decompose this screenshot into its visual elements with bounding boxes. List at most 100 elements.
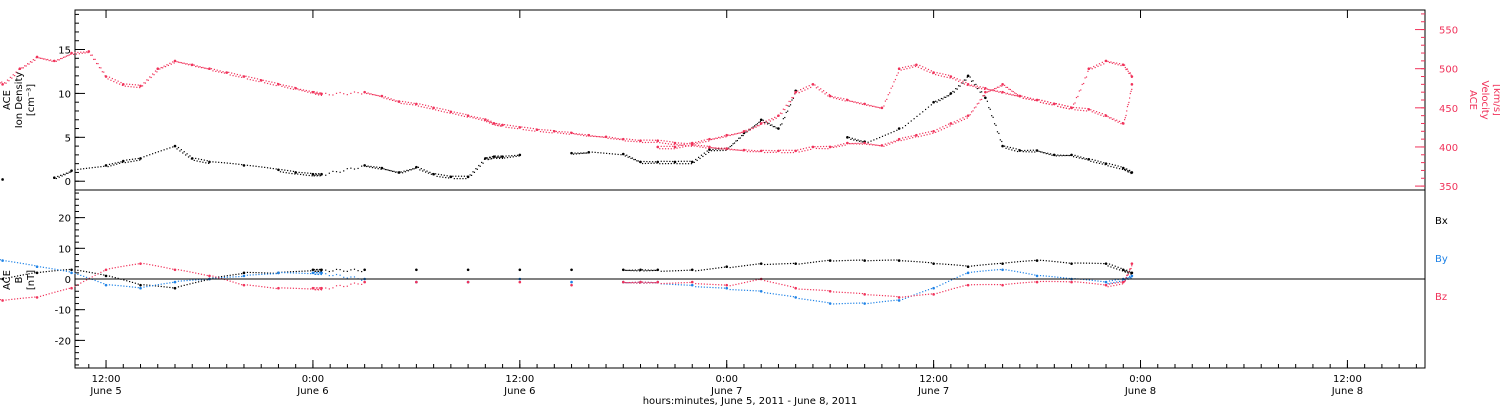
field-bz-point	[1035, 280, 1039, 284]
density-sample	[496, 156, 499, 158]
bottom-left-tick-label: 20	[58, 214, 71, 225]
field-bx-sample	[1060, 261, 1062, 263]
field-by-sample	[332, 274, 334, 277]
density-sample	[481, 161, 483, 164]
field-bx-sample	[134, 282, 136, 284]
density-sample	[432, 173, 434, 175]
velocity-late-point	[690, 141, 694, 145]
velocity-sample	[14, 75, 16, 77]
density-sample	[373, 166, 375, 168]
density-sample	[1083, 157, 1085, 159]
top-left-tick-label: 0	[65, 177, 71, 188]
velocity-sample	[917, 136, 920, 138]
velocity-point	[932, 130, 935, 133]
density-sample	[246, 164, 249, 166]
field-bz-sample	[152, 264, 154, 266]
velocity-sample	[614, 137, 616, 139]
field-bx-sample	[287, 271, 289, 273]
velocity-sample	[897, 140, 899, 142]
density-sample	[637, 160, 639, 162]
field-bz-sample	[1057, 280, 1059, 283]
bottom-y-label-line3: [nT]	[26, 270, 37, 290]
field-bx-sample	[88, 271, 90, 273]
velocity-late-sample	[680, 144, 682, 146]
density-sample	[264, 166, 266, 168]
field-by-point	[828, 302, 832, 305]
velocity-sample	[498, 123, 500, 125]
density-sample	[1110, 165, 1112, 168]
density-sample	[377, 168, 379, 170]
density-sample	[1093, 161, 1095, 163]
field-by-sample	[835, 303, 838, 305]
velocity-late-sample	[822, 90, 825, 92]
velocity-sample	[422, 104, 424, 106]
velocity-point	[949, 122, 953, 125]
field-bx-sample	[1121, 270, 1124, 272]
velocity-sample	[215, 70, 217, 73]
velocity-sample	[732, 149, 734, 151]
velocity-late-sample	[900, 69, 902, 71]
density-sample	[1101, 163, 1103, 165]
velocity-sample	[989, 90, 991, 92]
field-by-sample	[1022, 272, 1024, 274]
density-sample	[65, 172, 68, 174]
density-sample	[226, 162, 228, 164]
velocity-point	[363, 90, 366, 94]
density-sample	[617, 153, 619, 156]
velocity-sample	[597, 135, 599, 138]
density-sample	[453, 178, 455, 180]
density-sample	[472, 171, 474, 173]
velocity-late-point	[915, 63, 918, 67]
field-bz-sample	[653, 281, 655, 284]
density-sample	[80, 168, 82, 170]
field-bz-point	[35, 296, 39, 299]
density-sample	[788, 105, 790, 107]
field-by-sample	[319, 271, 321, 274]
velocity-sample	[981, 98, 983, 101]
density-sample	[722, 149, 724, 152]
velocity-sample	[871, 144, 874, 146]
velocity-sample	[314, 92, 316, 94]
density-sample	[1025, 151, 1027, 153]
density-sample	[1098, 162, 1101, 164]
density-sample	[603, 152, 605, 154]
velocity-sample	[975, 106, 977, 108]
density-sample	[893, 130, 895, 133]
density-sample	[679, 163, 681, 165]
velocity-sample	[1124, 66, 1126, 69]
density-sample	[728, 147, 730, 149]
density-sample	[291, 172, 293, 175]
field-by-sample	[666, 283, 668, 285]
field-bz-sample	[689, 281, 691, 284]
field-bz-point	[173, 268, 177, 272]
velocity-late-sample	[1104, 114, 1106, 116]
velocity-sample	[805, 147, 807, 149]
velocity-late-sample	[733, 133, 736, 135]
velocity-sample	[268, 80, 270, 83]
velocity-sample	[410, 102, 412, 104]
field-bz-sample	[996, 283, 999, 286]
velocity-sample	[636, 141, 638, 143]
field-bz-sample	[177, 269, 180, 271]
velocity-late-sample	[798, 92, 800, 94]
field-bx-sample	[295, 270, 297, 273]
field-by-sample	[769, 292, 772, 295]
velocity-sample	[884, 143, 886, 145]
density-sample	[500, 155, 502, 157]
velocity-sample	[920, 135, 922, 137]
velocity-late-sample	[969, 85, 971, 87]
density-sample	[177, 146, 180, 149]
density-sample	[913, 118, 915, 120]
density-sample	[1104, 164, 1106, 166]
field-bx-sample	[654, 269, 657, 272]
velocity-sample	[834, 145, 836, 147]
density-sample	[110, 165, 112, 167]
velocity-late-point	[725, 133, 729, 137]
field-bz-sample	[169, 267, 171, 270]
field-bz-sample	[314, 288, 316, 291]
velocity-sample	[731, 148, 733, 150]
field-bx-sample	[789, 262, 792, 265]
density-sample	[1058, 155, 1060, 157]
velocity-late-sample	[894, 78, 897, 81]
field-by-sample	[1113, 281, 1115, 284]
